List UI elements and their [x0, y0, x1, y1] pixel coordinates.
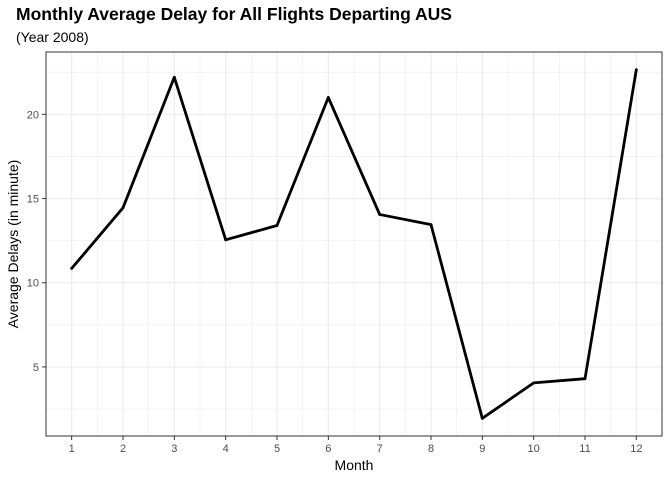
axis-ticks: [42, 113, 637, 440]
delay-series-line: [70, 69, 638, 420]
y-tick-label: 10: [27, 278, 39, 290]
x-tick-label: 2: [120, 443, 126, 455]
x-tick-label: 6: [325, 443, 331, 455]
data-point: [70, 267, 74, 270]
x-tick-label: 4: [223, 443, 229, 455]
x-tick-label: 11: [579, 443, 590, 455]
data-point: [429, 223, 433, 227]
data-point: [532, 381, 536, 385]
data-point: [378, 213, 382, 216]
chart-subtitle: (Year 2008): [16, 29, 89, 45]
x-axis-title: Month: [335, 457, 374, 473]
data-point: [121, 206, 125, 210]
x-tick-label: 10: [528, 443, 540, 455]
x-tick-label: 12: [630, 443, 642, 455]
chart-title: Monthly Average Delay for All Flights De…: [16, 4, 452, 24]
y-axis-title: Average Delays (in minute): [5, 160, 21, 329]
data-point: [172, 75, 176, 79]
data-point: [583, 377, 587, 381]
panel-border: [45, 51, 663, 437]
y-tick-label: 15: [27, 194, 39, 206]
data-point: [480, 416, 484, 420]
x-tick-label: 3: [171, 443, 177, 455]
x-tick-label: 9: [479, 443, 485, 455]
data-point: [224, 238, 228, 242]
data-point: [634, 68, 638, 72]
minor-gridlines: [46, 52, 662, 436]
x-tick-label: 8: [428, 443, 434, 455]
data-point: [275, 224, 279, 227]
x-tick-label: 5: [274, 443, 280, 455]
y-tick-label: 5: [33, 362, 39, 374]
x-tick-label: 1: [69, 443, 75, 455]
y-tick-label: 20: [27, 109, 39, 121]
data-point: [326, 96, 330, 99]
series-layer: [70, 68, 638, 420]
x-tick-label: 7: [377, 443, 383, 455]
